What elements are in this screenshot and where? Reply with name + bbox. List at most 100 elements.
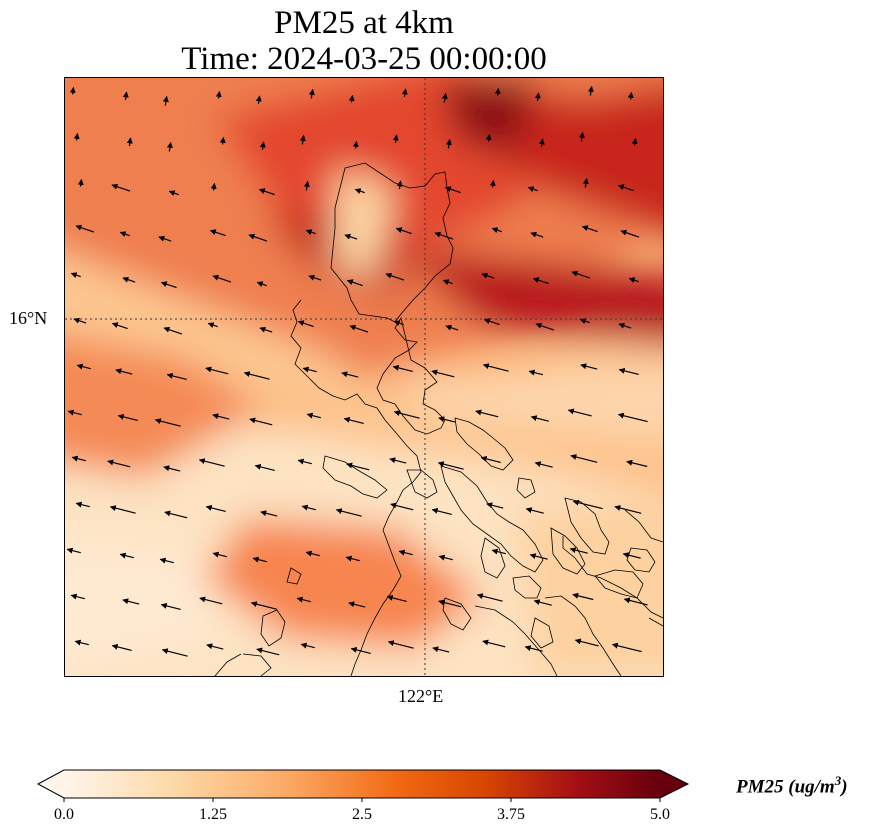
wind-arrow <box>67 409 82 416</box>
wind-arrow <box>300 642 315 649</box>
wind-arrow <box>438 599 462 608</box>
wind-arrow <box>115 368 133 375</box>
wind-arrow <box>205 366 229 375</box>
wind-arrow <box>219 136 226 145</box>
wind-arrow <box>530 231 544 238</box>
wind-arrow <box>434 231 454 240</box>
wind-arrow <box>581 225 598 233</box>
wind-arrow <box>73 132 80 141</box>
wind-arrow <box>249 417 273 426</box>
wind-arrow <box>158 235 172 242</box>
wind-arrow <box>212 274 232 283</box>
wind-arrow <box>69 86 76 95</box>
wind-arrow <box>538 138 545 148</box>
wind-arrow <box>119 552 134 559</box>
wind-arrow <box>476 593 503 602</box>
wind-arrow <box>481 272 495 279</box>
wind-arrow <box>534 92 541 102</box>
wind-arrow <box>166 372 187 380</box>
wind-arrow <box>528 369 543 376</box>
wind-arrow <box>574 638 599 647</box>
wind-arrow <box>111 322 128 330</box>
wind-arrow <box>491 227 502 233</box>
wind-arrow <box>618 322 632 329</box>
colorbar-tick-label: 2.5 <box>352 806 372 823</box>
wind-arrow <box>159 557 174 564</box>
wind-arrow <box>74 639 89 646</box>
wind-arrow <box>306 412 321 419</box>
wind-arrow <box>438 416 456 423</box>
colorbar-tick-label: 0.0 <box>54 806 74 823</box>
wind-arrow <box>618 367 639 375</box>
lon-tick-label: 122°E <box>398 686 444 706</box>
wind-arrow <box>431 507 452 515</box>
wind-arrow <box>209 229 226 237</box>
wind-arrow <box>166 141 173 152</box>
wind-arrow <box>215 90 222 99</box>
wind-arrow <box>483 318 500 326</box>
wind-arrow <box>530 415 549 422</box>
wind-arrow <box>441 92 448 103</box>
wind-arrow <box>163 326 183 335</box>
wind-arrow <box>494 87 501 96</box>
wind-arrow <box>255 95 262 105</box>
wind-arrow <box>442 279 453 285</box>
wind-arrow <box>256 647 280 656</box>
wind-arrow <box>77 178 84 187</box>
colorbar-under-extend <box>38 770 64 798</box>
wind-arrow <box>308 274 322 281</box>
coastlines <box>214 162 663 676</box>
wind-arrow <box>571 270 591 279</box>
wind-arrow <box>489 179 496 188</box>
wind-arrow <box>344 233 358 240</box>
wind-arrow <box>297 320 314 328</box>
wind-arrow <box>579 318 590 324</box>
wind-vectors <box>66 85 648 657</box>
wind-arrow <box>534 461 553 468</box>
wind-arrow <box>122 91 129 101</box>
wind-arrow <box>396 180 403 190</box>
wind-arrow <box>580 363 598 370</box>
wind-arrow <box>343 416 364 424</box>
wind-arrow <box>617 184 634 192</box>
wind-arrow <box>445 138 452 149</box>
pm25-field-svg <box>65 78 663 676</box>
wind-arrow <box>160 281 177 289</box>
wind-arrow <box>350 646 371 654</box>
wind-arrow <box>76 363 91 370</box>
wind-arrow <box>401 88 408 98</box>
wind-arrow <box>354 188 365 194</box>
wind-arrow <box>199 596 223 605</box>
wind-arrow <box>620 229 640 238</box>
map-title: PM25 at 4km <box>274 5 454 41</box>
wind-arrow <box>75 224 95 233</box>
wind-arrow <box>250 601 277 610</box>
wind-arrow <box>66 547 81 554</box>
wind-arrow <box>611 642 642 653</box>
wind-arrow <box>626 459 648 468</box>
wind-arrow <box>485 133 492 142</box>
wind-arrow <box>259 326 273 333</box>
wind-arrow <box>398 549 413 556</box>
wind-arrow <box>352 140 359 149</box>
wind-arrow <box>486 502 504 509</box>
wind-arrow <box>161 648 188 657</box>
wind-arrow <box>254 463 275 471</box>
wind-arrow <box>212 551 227 558</box>
wind-arrow <box>387 640 414 649</box>
wind-arrow <box>164 510 188 519</box>
wind-arrow <box>349 324 369 333</box>
wind-arrow <box>75 501 90 508</box>
wind-arrow <box>126 137 133 147</box>
concentration-field <box>65 78 663 676</box>
colorbar <box>36 769 690 802</box>
wind-arrow <box>345 555 360 562</box>
wind-arrow <box>206 643 224 650</box>
wind-arrow <box>160 602 181 610</box>
wind-arrow <box>335 508 362 517</box>
map-subtitle-time: Time: 2024-03-25 00:00:00 <box>181 41 547 77</box>
wind-arrow <box>527 186 538 192</box>
wind-arrow <box>346 279 363 287</box>
wind-arrow <box>389 457 407 464</box>
wind-arrow <box>305 229 316 235</box>
